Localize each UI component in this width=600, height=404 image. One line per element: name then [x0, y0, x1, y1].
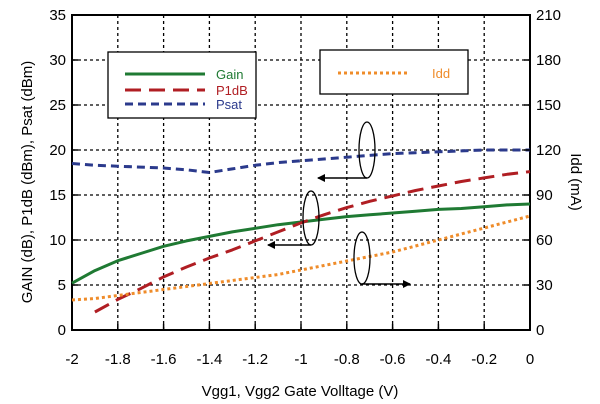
series-line-p1db: [94, 170, 531, 314]
y2-tick-label: 60: [536, 232, 553, 249]
legend-label-gain: Gain: [216, 67, 243, 82]
x-tick-label: -1: [294, 351, 307, 368]
y2-axis-ticks: 0 30 60 90 120 150 180 210: [524, 7, 561, 339]
x-tick-label: -2: [65, 351, 78, 368]
y-tick-label: 25: [49, 97, 66, 114]
x-axis-ticks: -2 -1.8 -1.6 -1.4 -1.2 -1 -0.8 -0.6 -0.4 -0.2 0: [65, 324, 534, 368]
x-tick-label: -1.2: [242, 351, 268, 368]
y-tick-label: 20: [49, 142, 66, 159]
y-axis-label: GAIN (dB), P1dB (dBm), Psat (dBm): [19, 61, 36, 304]
x-tick-label: -0.8: [334, 351, 360, 368]
legend-label-idd: Idd: [432, 66, 450, 81]
y-tick-label: 35: [49, 7, 66, 24]
y-tick-label: 0: [58, 322, 66, 339]
legend-label-psat: Psat: [216, 97, 242, 112]
y2-tick-label: 180: [536, 52, 561, 69]
x-tick-label: -1.4: [196, 351, 222, 368]
series-line-psat: [71, 148, 530, 174]
y-axis-ticks: 0 5 10 15 20 25 30 35: [49, 7, 78, 339]
y-tick-label: 15: [49, 187, 66, 204]
legend-label-p1db: P1dB: [216, 83, 248, 98]
x-tick-label: -1.6: [151, 351, 177, 368]
series-layer: [71, 148, 531, 314]
x-tick-label: -0.2: [471, 351, 497, 368]
y-tick-label: 30: [49, 52, 66, 69]
legend-box-main: [107, 51, 257, 119]
y2-tick-label: 120: [536, 142, 561, 159]
x-axis-label: Vgg1, Vgg2 Gate Volltage (V): [202, 383, 399, 400]
y-tick-label: 10: [49, 232, 66, 249]
y2-axis-label: Idd (mA): [567, 153, 584, 211]
y2-tick-label: 0: [536, 322, 544, 339]
x-tick-label: -0.6: [380, 351, 406, 368]
y2-tick-label: 30: [536, 277, 553, 294]
y2-tick-label: 150: [536, 97, 561, 114]
x-tick-label: -0.4: [425, 351, 451, 368]
y2-tick-label: 90: [536, 187, 553, 204]
y-tick-label: 5: [58, 277, 66, 294]
x-tick-label: 0: [526, 351, 534, 368]
annotation-layer: [267, 121, 411, 288]
y2-tick-label: 210: [536, 7, 561, 24]
x-tick-label: -1.8: [105, 351, 131, 368]
